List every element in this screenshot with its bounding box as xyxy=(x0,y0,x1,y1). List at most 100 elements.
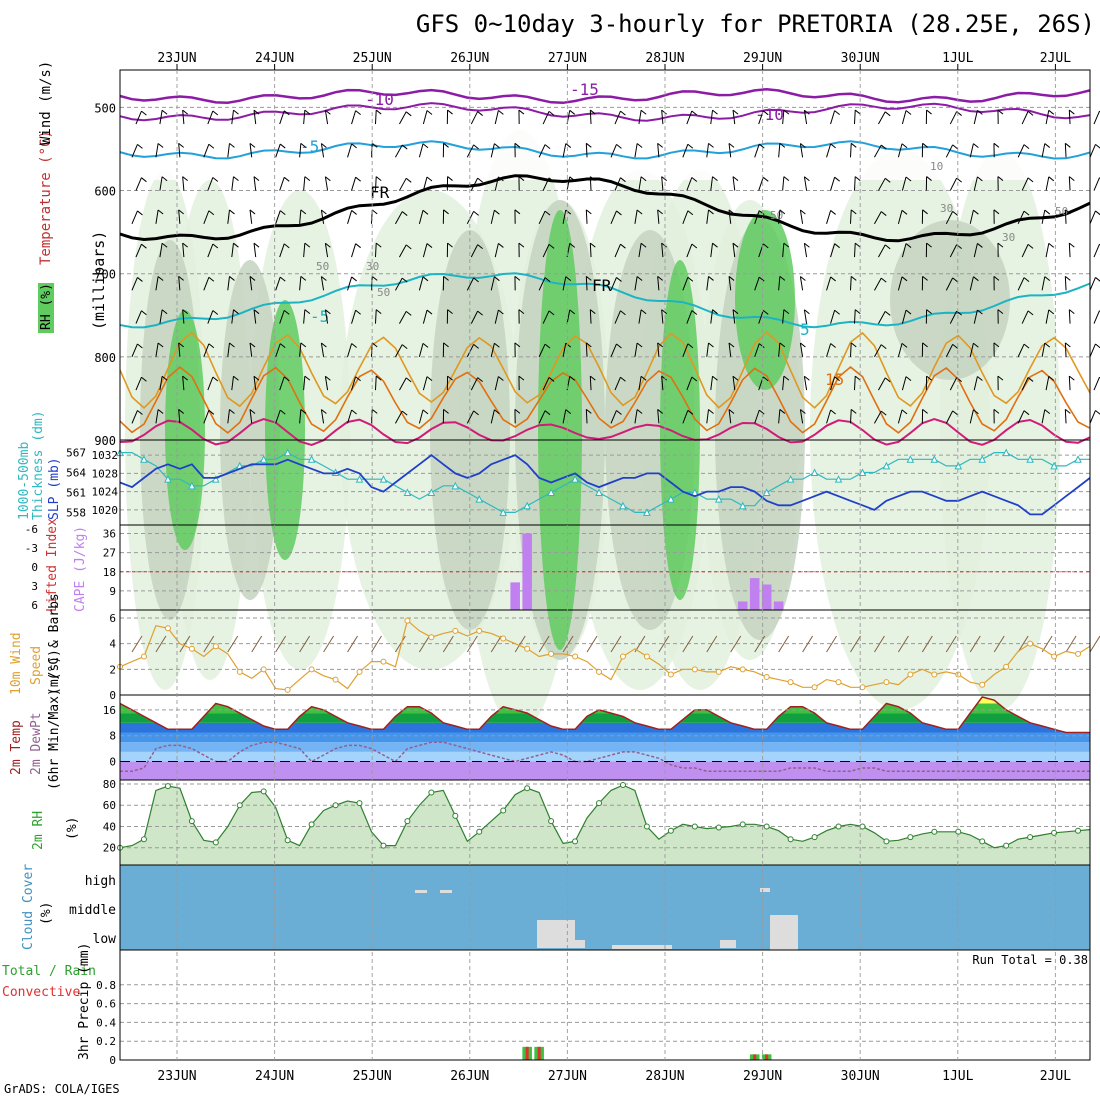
upper-wind-barb-flag xyxy=(708,276,714,281)
thickness-line-point xyxy=(930,455,939,463)
upper-wind-barb xyxy=(897,343,903,357)
thickness-line-point xyxy=(834,475,843,483)
rh-tick: 60 xyxy=(103,799,116,812)
upper-wind-barb-flag xyxy=(569,375,576,381)
upper-wind-barb xyxy=(347,143,353,158)
upper-wind-barb xyxy=(1093,110,1100,125)
upper-wind-barb xyxy=(303,176,306,191)
upper-wind-barb xyxy=(610,410,617,424)
date-label-bottom: 2JUL xyxy=(1040,1069,1071,1084)
upper-wind-barb-flag xyxy=(351,143,357,149)
upper-wind-barb xyxy=(634,409,638,424)
upper-wind-barb xyxy=(782,176,785,191)
upper-wind-barb xyxy=(131,277,138,291)
upper-wind-barb xyxy=(320,143,325,158)
cloud-label-1: Cloud Cover xyxy=(21,864,36,950)
upper-wind-barb-flag xyxy=(830,409,836,415)
upper-wind-barb xyxy=(466,410,475,424)
thickness-line-point xyxy=(499,508,508,516)
date-label-top: 1JUL xyxy=(942,51,973,66)
upper-wind-barb-flag xyxy=(687,343,694,349)
upper-wind-barb xyxy=(949,177,958,191)
upper-wind-barb xyxy=(207,177,214,191)
upper-wind-barb-flag xyxy=(233,109,239,115)
dewpoint-line xyxy=(120,741,1090,772)
upper-wind-barb xyxy=(799,342,804,357)
upper-wind-barb xyxy=(686,310,693,324)
upper-wind-barb-flag xyxy=(1044,143,1051,148)
upper-wind-barb-flag xyxy=(375,176,382,181)
upper-wind-barb xyxy=(661,110,664,125)
rh-line xyxy=(119,784,1091,849)
upper-wind-barb-flag xyxy=(473,277,479,283)
surface-wind-barb xyxy=(179,635,191,653)
wind-speed-line-point xyxy=(572,653,579,660)
precip-tick: 0 xyxy=(109,1054,116,1067)
upper-wind-barb-flag xyxy=(1095,144,1100,149)
wind-tick: 6 xyxy=(109,612,116,625)
upper-wind-barb xyxy=(542,310,550,324)
upper-wind-barb-flag xyxy=(997,309,1004,314)
upper-wind-barb xyxy=(253,243,257,258)
upper-wind-barb-flag xyxy=(300,142,307,148)
upper-wind-barb xyxy=(275,143,281,158)
upper-wind-barb-flag xyxy=(901,209,908,215)
upper-wind-barb xyxy=(347,343,353,358)
rh-shade xyxy=(735,210,795,390)
upper-wind-barb-flag xyxy=(834,176,840,182)
upper-wind-barb xyxy=(589,243,592,258)
upper-wind-barb xyxy=(874,277,882,291)
upper-wind-barb xyxy=(299,409,302,424)
upper-wind-barb-flag xyxy=(300,275,307,281)
wind-speed-line-point xyxy=(260,666,267,673)
upper-wind-barb-flag xyxy=(620,110,626,116)
upper-wind-barb-flag xyxy=(804,375,810,381)
upper-wind-barb xyxy=(973,309,978,324)
thickness-label-2: Thickness (dm) xyxy=(31,410,46,520)
surface-wind-barb xyxy=(1089,635,1100,653)
upper-wind-barb xyxy=(878,178,886,191)
upper-wind-barb-flag xyxy=(783,242,790,248)
upper-wind-barb xyxy=(538,210,546,225)
upper-wind-barb xyxy=(610,277,617,291)
precip-tick: 0.4 xyxy=(96,1016,116,1029)
upper-wind-barb-flag xyxy=(854,309,861,315)
upper-wind-barb xyxy=(728,143,732,158)
upper-wind-barb xyxy=(324,110,329,125)
upper-wind-barb xyxy=(1041,343,1046,357)
upper-wind-barb xyxy=(1017,343,1025,358)
wind-speed-line-point xyxy=(308,666,315,673)
upper-wind-barb-flag xyxy=(661,242,667,248)
upper-wind-barb-flag xyxy=(212,310,219,315)
upper-wind-barb-flag xyxy=(926,242,932,248)
page-title: GFS 0~10day 3-hourly for PRETORIA (28.25… xyxy=(415,10,1095,38)
upper-wind-barb xyxy=(853,176,856,191)
date-label-top: 24JUN xyxy=(255,51,294,66)
thickness-line-point xyxy=(714,494,723,503)
upper-wind-barb xyxy=(178,209,181,224)
wind-speed-line-point xyxy=(428,634,435,641)
upper-wind-barb xyxy=(849,342,852,357)
upper-wind-barb xyxy=(1045,176,1050,191)
upper-wind-barb xyxy=(231,376,234,391)
upper-wind-barb-flag xyxy=(569,309,576,315)
upper-wind-barb-flag xyxy=(800,276,806,281)
upper-wind-barb xyxy=(351,376,357,391)
upper-wind-barb-flag xyxy=(1048,176,1055,182)
upper-wind-barb-flag xyxy=(762,243,769,249)
rh-shade xyxy=(660,260,700,600)
upper-wind-barb xyxy=(131,343,138,358)
upper-wind-barb xyxy=(227,209,230,224)
upper-wind-barb xyxy=(542,377,550,391)
rh-line-point xyxy=(380,842,387,849)
upper-wind-barb xyxy=(758,310,764,324)
upper-wind-barb-flag xyxy=(1048,109,1055,115)
upper-wind-barb xyxy=(969,409,974,424)
thickness-line-point xyxy=(523,501,531,510)
upper-wind-barb xyxy=(249,143,253,158)
thickness-line-point xyxy=(762,488,771,496)
upper-wind-barb-flag xyxy=(371,275,378,281)
wind-speed-line-point xyxy=(1027,640,1034,647)
upper-wind-barb-flag xyxy=(661,309,667,315)
upper-wind-barb-flag xyxy=(616,144,622,149)
